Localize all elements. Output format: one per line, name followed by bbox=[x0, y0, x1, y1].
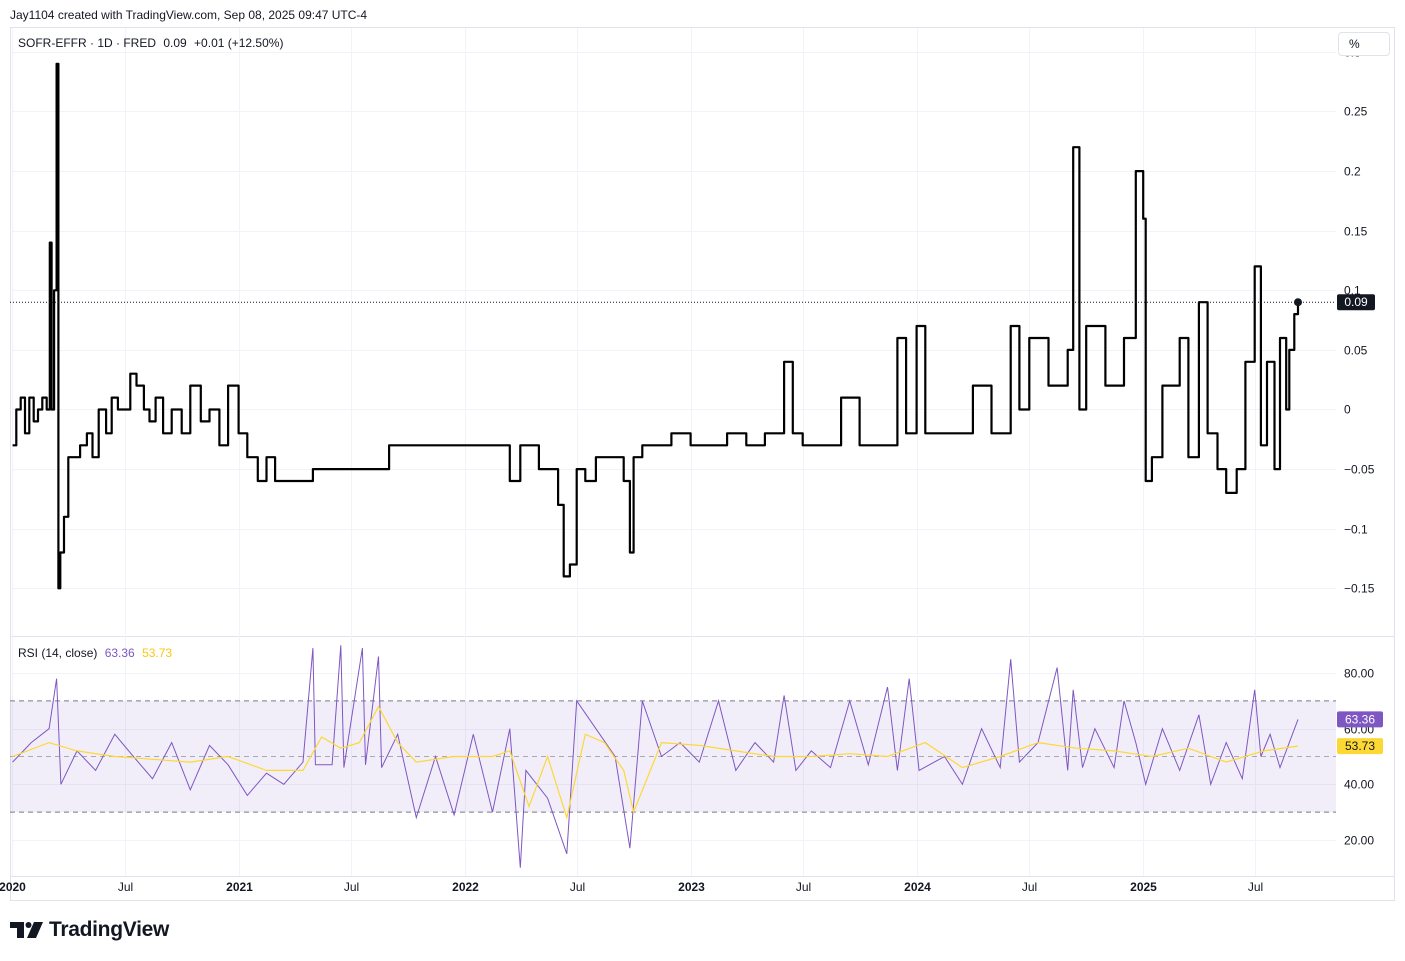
symbol-label: SOFR-EFFR · 1D · FRED bbox=[18, 36, 156, 50]
main-legend: SOFR-EFFR · 1D · FRED 0.09 +0.01 (+12.50… bbox=[18, 36, 283, 50]
rsi-tick-label: 40.00 bbox=[1344, 778, 1374, 792]
price-labels: 0.09 63.36 53.73 bbox=[1337, 294, 1383, 755]
rsi-tick-label: 20.00 bbox=[1344, 834, 1374, 848]
last-value-tag bbox=[1337, 294, 1375, 311]
y-tick-label: −0.15 bbox=[1344, 582, 1375, 596]
x-tick-label: Jul bbox=[118, 880, 133, 894]
tradingview-logo[interactable]: TradingView bbox=[10, 918, 169, 942]
x-tick-label: 2021 bbox=[226, 880, 253, 894]
change-value: +0.01 (+12.50%) bbox=[194, 36, 284, 50]
rsi-legend: RSI (14, close) 63.36 53.73 bbox=[18, 646, 172, 660]
rsi-value-tag bbox=[1337, 711, 1383, 728]
rsi-value-tag-text: 53.73 bbox=[1345, 739, 1375, 753]
rsi-value: 63.36 bbox=[104, 646, 135, 660]
rsi-tick-label: 80.00 bbox=[1344, 667, 1374, 681]
x-tick-label: Jul bbox=[1022, 880, 1037, 894]
x-axis: 2020 Jul 2021 Jul 2022 Jul 2023 Jul 2024 Jul 2025 J… bbox=[0, 876, 1395, 894]
y-tick-label: −0.05 bbox=[1344, 463, 1375, 477]
rsi-label: RSI (14, close) bbox=[18, 646, 98, 660]
x-tick-label: 2025 bbox=[1130, 880, 1157, 894]
y-axis-main: 0.30.250.20.150.10.050−0.05−0.1−0.15 bbox=[1344, 46, 1375, 596]
x-tick-label: Jul bbox=[1248, 880, 1263, 894]
main-series bbox=[10, 62, 1336, 590]
last-value: 0.09 bbox=[163, 36, 187, 50]
y-tick-label: −0.1 bbox=[1344, 523, 1368, 537]
rsi-ma-line bbox=[12, 705, 1299, 820]
last-value-tag-text: 0.09 bbox=[1344, 295, 1368, 309]
main-grid bbox=[10, 52, 1395, 637]
x-tick-label: Jul bbox=[570, 880, 585, 894]
x-grid bbox=[12, 28, 1256, 876]
y-tick-label: 0.05 bbox=[1344, 344, 1368, 358]
percent-scale-button[interactable]: % bbox=[1338, 32, 1390, 56]
y-tick-label: 0 bbox=[1344, 403, 1351, 417]
rsi-line bbox=[12, 645, 1299, 868]
rsi-value-tag bbox=[1337, 738, 1383, 755]
chart-frame bbox=[10, 27, 1395, 901]
rsi-value-tag-text: 63.36 bbox=[1345, 712, 1375, 726]
x-tick-label: 2020 bbox=[0, 880, 26, 894]
rsi-series bbox=[12, 645, 1299, 868]
x-tick-label: Jul bbox=[796, 880, 811, 894]
tradingview-logo-icon bbox=[10, 922, 43, 938]
y-tick-label: 0.2 bbox=[1344, 165, 1361, 179]
rsi-band bbox=[10, 700, 1336, 813]
x-tick-label: 2024 bbox=[904, 880, 931, 894]
y-tick-label: 0.15 bbox=[1344, 225, 1368, 239]
last-value-dot bbox=[1294, 298, 1302, 307]
main-series-line bbox=[12, 62, 1300, 590]
y-tick-label: 0.25 bbox=[1344, 105, 1368, 119]
rsi-ma-value: 53.73 bbox=[142, 646, 173, 660]
y-tick-label: 0.1 bbox=[1344, 284, 1361, 298]
x-tick-label: 2023 bbox=[678, 880, 705, 894]
chart-caption: Jay1104 created with TradingView.com, Se… bbox=[10, 8, 368, 22]
x-tick-label: 2022 bbox=[452, 880, 479, 894]
rsi-grid bbox=[10, 673, 1336, 841]
tradingview-logo-text: TradingView bbox=[49, 918, 170, 941]
x-tick-label: Jul bbox=[344, 880, 359, 894]
